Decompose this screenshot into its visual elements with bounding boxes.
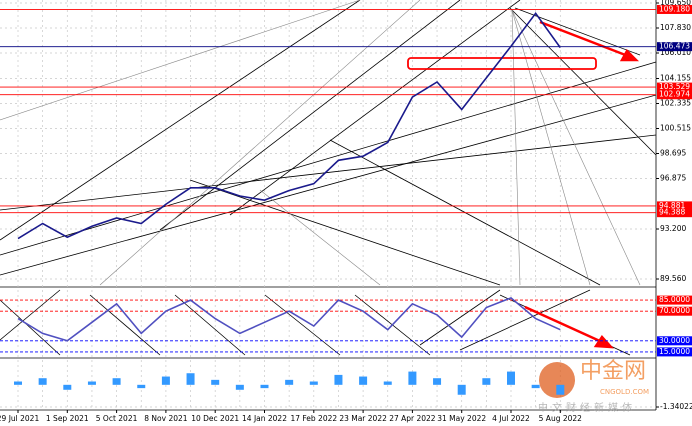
- level-label: 85.0000: [659, 295, 690, 304]
- level-label-box: [657, 201, 692, 211]
- x-tick-label: 10 Dec 2021: [191, 414, 239, 423]
- level-label-box: [657, 82, 692, 92]
- x-tick-label: 17 Feb 2022: [290, 414, 337, 423]
- bar: [359, 376, 368, 385]
- bar: [482, 378, 491, 385]
- y-tick-label: 89.560: [660, 274, 686, 283]
- x-tick-label: 1 Sep 2021: [46, 414, 89, 423]
- x-tick-label: 14 Jan 2022: [242, 414, 287, 423]
- bar: [531, 384, 540, 389]
- level-label: 15.0000: [659, 347, 690, 356]
- level-label-box: [657, 4, 692, 14]
- watermark-site: CNGOLD.COM: [600, 388, 649, 396]
- level-label-box: [657, 90, 692, 100]
- bar: [334, 374, 343, 385]
- level-label-box: [657, 306, 692, 316]
- bar: [556, 384, 565, 395]
- x-tick-label: 5 Aug 2022: [539, 414, 582, 423]
- level-label: 103.529: [659, 82, 690, 91]
- level-label-box: [657, 42, 692, 52]
- y-tick-label: 93.200: [660, 224, 686, 233]
- bar: [137, 384, 146, 389]
- data-line: [17, 11, 561, 240]
- level-label: 94.388: [659, 208, 685, 217]
- level-label-box: [657, 347, 692, 357]
- watermark: 中金网 CNGOLD.COM 中文财经新媒体: [538, 359, 649, 414]
- level-label: 102.974: [659, 90, 690, 99]
- x-tick-label: 5 Oct 2021: [96, 414, 138, 423]
- bar: [457, 384, 466, 395]
- level-label: 30.0000: [659, 336, 690, 345]
- y-tick-label: 100.515: [660, 123, 691, 132]
- annotation-arrows: [524, 20, 640, 349]
- x-tick-label: 29 Jul 2021: [0, 414, 39, 423]
- bar: [433, 378, 442, 385]
- y-tick-label: 106.010: [660, 48, 691, 57]
- bar: [211, 379, 220, 385]
- bar: [14, 381, 22, 385]
- level-label-box: [657, 208, 692, 218]
- bar: [309, 381, 318, 385]
- bar: [235, 384, 244, 390]
- bar: [63, 384, 72, 390]
- x-tick-label: 4 Jul 2022: [492, 414, 530, 423]
- level-label: 106.473: [659, 42, 690, 51]
- level-label-box: [657, 295, 692, 305]
- bar: [161, 376, 170, 385]
- level-label-box: [657, 336, 692, 346]
- watermark-icon: [539, 362, 575, 398]
- bar: [260, 384, 269, 389]
- y-tick-label: 107.830: [660, 23, 691, 32]
- y-tick-label: 102.335: [660, 98, 691, 107]
- bar: [383, 381, 392, 385]
- data-line: [17, 296, 561, 342]
- x-tick-label: 27 Apr 2022: [389, 414, 436, 423]
- level-label: 109.180: [659, 4, 690, 13]
- watermark-slogan: 中文财经新媒体: [538, 401, 636, 414]
- x-tick-label: 23 Mar 2022: [339, 414, 387, 423]
- bar: [408, 371, 417, 385]
- bar: [38, 378, 47, 385]
- level-label: 94.881: [659, 201, 685, 210]
- trend-lines: [0, 0, 657, 356]
- bar: [507, 371, 515, 385]
- bar: [186, 373, 195, 385]
- x-tick-label: 31 May 2022: [437, 414, 486, 423]
- y-tick-label: 104.155: [660, 73, 691, 82]
- watermark-logo: 中金网: [580, 359, 646, 384]
- level-label: 70.0000: [659, 306, 690, 315]
- y-tick-label: 96.875: [660, 174, 686, 183]
- y-tick-label: 98.695: [660, 149, 686, 158]
- x-tick-label: 8 Nov 2021: [144, 414, 187, 423]
- bar: [285, 379, 294, 385]
- y-tick-label: 109.650: [660, 0, 691, 7]
- bar: [112, 378, 121, 385]
- y-tick-label: -1.34022: [660, 402, 692, 411]
- bar: [87, 381, 96, 385]
